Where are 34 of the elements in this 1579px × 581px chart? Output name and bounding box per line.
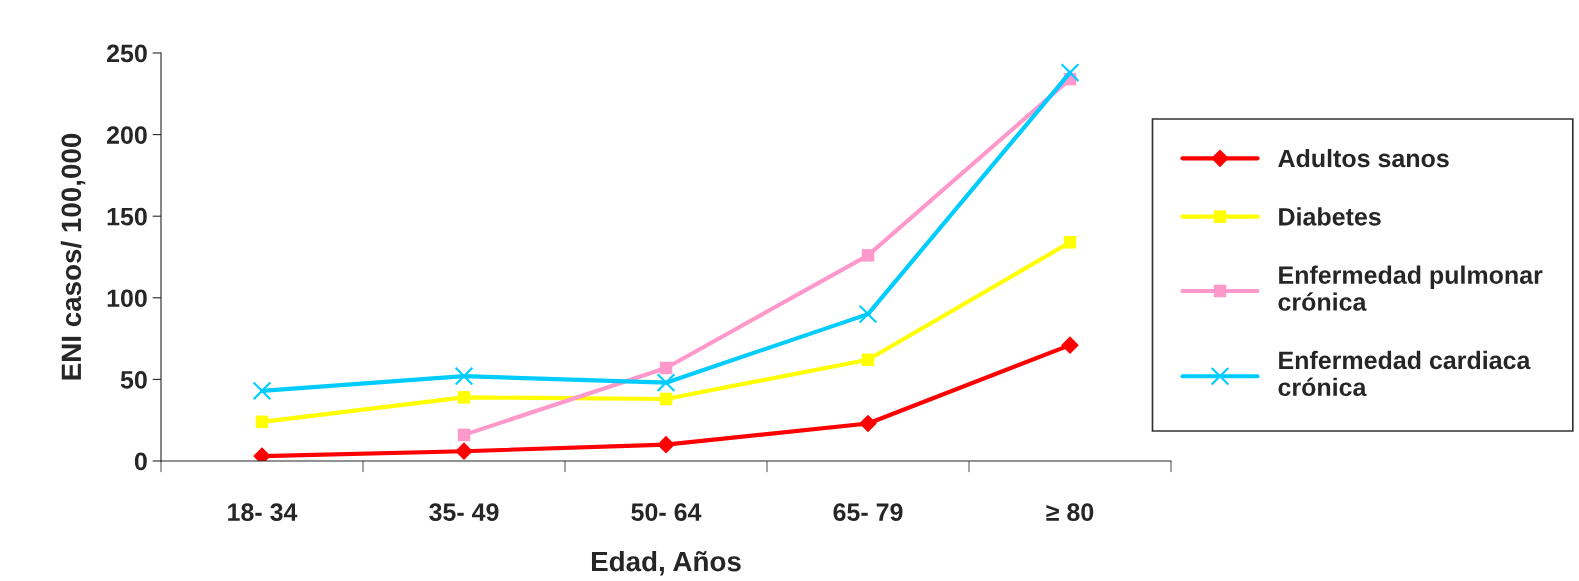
point xyxy=(861,249,875,262)
point xyxy=(1061,336,1079,354)
point xyxy=(457,391,471,404)
x-axis-title: Edad, Años xyxy=(591,550,741,576)
point xyxy=(861,353,875,367)
point xyxy=(859,414,877,433)
point xyxy=(657,435,675,454)
y-tick-label: 150 xyxy=(107,207,147,226)
x-tick-label: 35- 49 xyxy=(429,503,499,522)
point xyxy=(656,373,676,393)
point xyxy=(1063,236,1077,249)
point xyxy=(659,361,673,375)
y-tick-label: 100 xyxy=(107,289,147,308)
point xyxy=(454,366,474,386)
legend-label: Adultos sanos xyxy=(1278,148,1449,168)
legend-label: Enfermedad pulmonar crónica xyxy=(1278,265,1543,311)
point xyxy=(1060,63,1080,82)
legend-label: Diabetes xyxy=(1279,207,1381,226)
point xyxy=(858,304,878,324)
point xyxy=(255,415,269,429)
x-tick-label: 18- 34 xyxy=(228,503,298,522)
point xyxy=(457,428,471,442)
x-tick-label: 50- 64 xyxy=(631,503,702,522)
y-tick-label: 200 xyxy=(106,126,147,144)
y-tick-label: 250 xyxy=(106,44,147,63)
y-tick-label: 50 xyxy=(120,371,147,389)
legend-label: Enfermedad cardiaca crónica xyxy=(1278,350,1531,397)
y-axis-title: ENI casos/ 100,000 xyxy=(60,133,86,380)
y-tick-label: 0 xyxy=(134,452,147,471)
point xyxy=(455,442,473,461)
point xyxy=(252,381,272,401)
point xyxy=(659,392,673,406)
x-tick-label: 65- 79 xyxy=(833,503,903,522)
x-tick-label: ≥ 80 xyxy=(1046,503,1094,522)
